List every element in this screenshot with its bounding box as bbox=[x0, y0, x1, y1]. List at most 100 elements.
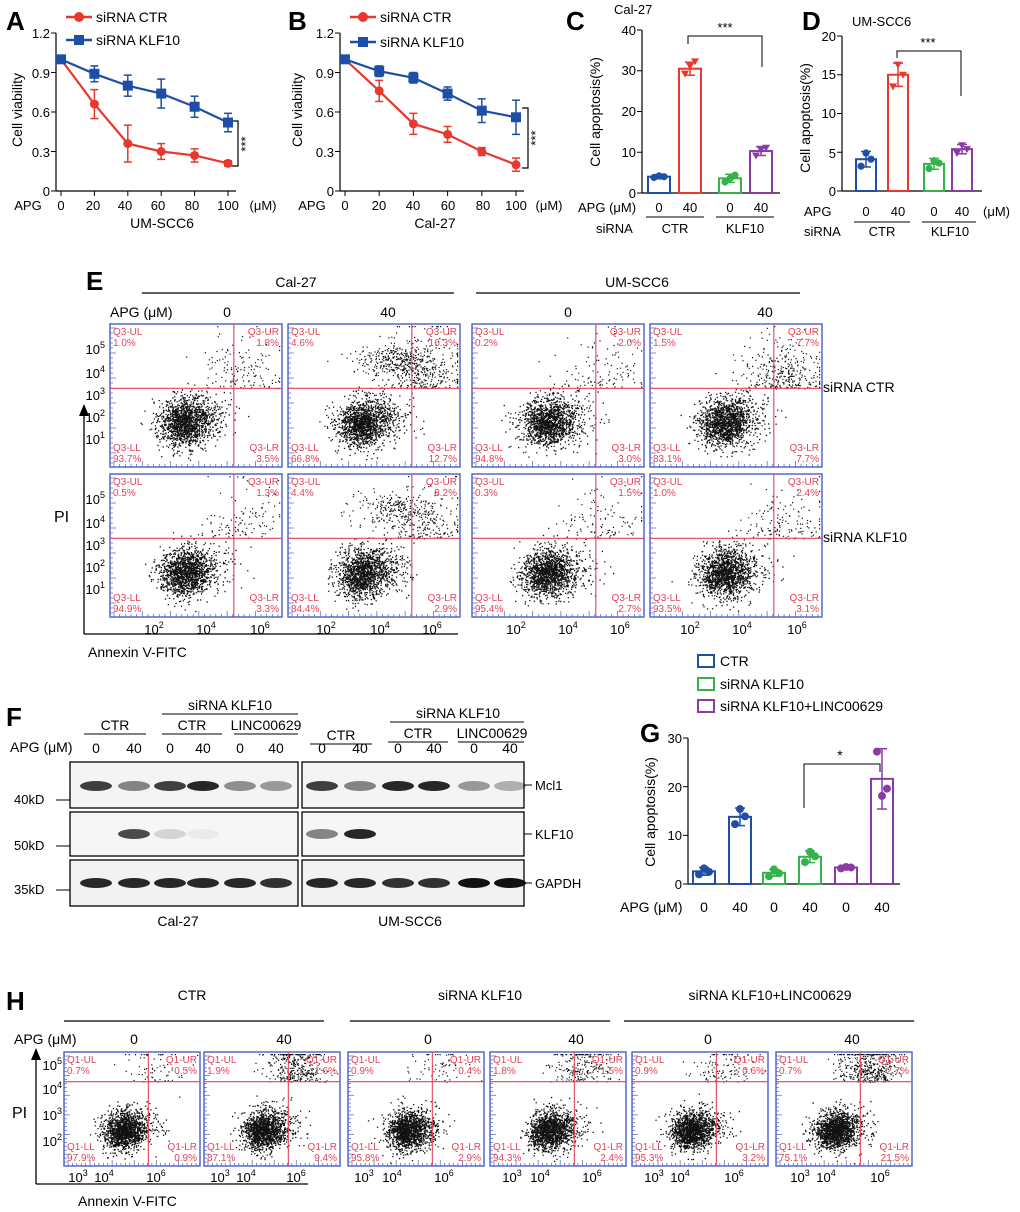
panel-b-point bbox=[476, 105, 487, 116]
flow-quadrant-value: 3.3% bbox=[256, 604, 279, 615]
panel-f-cell-line: UM-SCC6 bbox=[378, 913, 442, 929]
flow-quadrant-name: Q3-LR bbox=[250, 593, 279, 604]
panel-b-cell-line: Cal-27 bbox=[414, 215, 455, 231]
blot-band-klf10 bbox=[154, 829, 186, 839]
panel-b: siRNA CTR siRNA KLF10 Cell viability 0 0… bbox=[289, 9, 562, 231]
panel-a-point bbox=[156, 147, 166, 156]
panel-d-datapoint bbox=[889, 83, 897, 91]
flow-quadrant-value: 2.9% bbox=[434, 604, 457, 615]
flow-quadrant-value: 0.4% bbox=[458, 1066, 481, 1077]
panel-g-ytick: 20 bbox=[668, 780, 682, 795]
panel-c-group-label: KLF10 bbox=[726, 221, 764, 236]
panel-g-datapoint bbox=[847, 863, 855, 872]
panel-f-lane: 40 bbox=[352, 740, 368, 756]
panel-a-ytick: 0 bbox=[43, 184, 50, 199]
flow-quadrant-value: 95.8% bbox=[351, 1153, 379, 1164]
flow-plot-events bbox=[655, 1054, 767, 1161]
panel-g-sig-bracket bbox=[803, 763, 881, 808]
panel-e-ytick-base: 104 bbox=[86, 364, 105, 381]
panel-letter-h: H bbox=[6, 986, 25, 1016]
panel-f-lane: 0 bbox=[236, 740, 244, 756]
flow-quadrant-value: 0.9% bbox=[174, 1153, 197, 1164]
panel-b-point bbox=[340, 54, 350, 65]
panel-e-ytick-base: 104 bbox=[86, 514, 105, 531]
flow-quadrant-value: 1.8% bbox=[256, 338, 279, 349]
flow-quadrant-name: Q3-LR bbox=[428, 443, 457, 454]
panel-a: siRNA CTR siRNA KLF10 Cell viability 0 0… bbox=[9, 9, 276, 231]
flow-plot-events bbox=[327, 476, 459, 612]
panel-h-apg-values: 0 40 0 40 0 40 bbox=[130, 1031, 860, 1047]
panel-a-cell-line: UM-SCC6 bbox=[130, 215, 194, 231]
panel-a-ylabel: Cell viability bbox=[9, 73, 25, 147]
panel-c-datapoint bbox=[691, 58, 699, 66]
panel-g-apg-value: 40 bbox=[732, 899, 748, 915]
panel-b-ytick: 0.9 bbox=[316, 66, 334, 81]
panel-d-ytick: 20 bbox=[822, 29, 836, 44]
flow-quadrant-value: 94.8% bbox=[475, 454, 503, 465]
panel-c-ytick: 40 bbox=[622, 23, 636, 38]
flow-plot-events bbox=[230, 1054, 339, 1161]
flow-quadrant-value: 75.1% bbox=[779, 1153, 807, 1164]
panel-g-ytick: 0 bbox=[675, 877, 682, 892]
panel-b-sig-bracket bbox=[522, 107, 529, 169]
panel-d-ytick: 15 bbox=[822, 67, 836, 82]
flow-quadrant-name: Q1-UL bbox=[67, 1055, 97, 1066]
panel-b-legend-klf10: siRNA KLF10 bbox=[380, 34, 464, 50]
panel-e-xticks: 102 104 106 102 104 106 102 104 106 102 … bbox=[144, 620, 806, 637]
panel-g-ytick: 30 bbox=[668, 731, 682, 746]
panel-f-protein: KLF10 bbox=[535, 827, 573, 842]
panel-e-apg-label: APG (μM) bbox=[110, 304, 173, 320]
flow-quadrant-name: Q1-UL bbox=[493, 1055, 523, 1066]
flow-plot-frame bbox=[649, 473, 823, 618]
panel-b-xprefix: APG bbox=[298, 198, 325, 213]
panel-b-yticks: 0 0.3 0.6 0.9 1.2 bbox=[316, 26, 334, 199]
flow-quadrant-value: 9.4% bbox=[314, 1153, 337, 1164]
blot-band-mcl1 bbox=[118, 781, 150, 791]
flow-quadrant-name: Q1-UR bbox=[734, 1055, 765, 1066]
panel-e: Cal-27 UM-SCC6 APG (μM) 0 40 0 40 siRNA … bbox=[54, 274, 907, 660]
panel-h-y-label: PI bbox=[12, 1105, 27, 1122]
panel-a-ytick: 0.9 bbox=[32, 66, 50, 81]
panel-a-point bbox=[223, 158, 233, 168]
panel-f-lane: 0 bbox=[394, 740, 402, 756]
panel-d-datapoint bbox=[935, 159, 943, 167]
panel-c: Cal-27 Cell apoptosis(%) 0 10 20 30 40 *… bbox=[578, 2, 774, 236]
panel-a-xunit: (μM) bbox=[250, 198, 277, 213]
panel-e-apg-value: 0 bbox=[564, 304, 572, 320]
panel-h-xtick: 106 bbox=[286, 1168, 305, 1185]
flow-quadrant-name: Q3-LL bbox=[653, 443, 681, 454]
panel-g-apg-value: 0 bbox=[842, 899, 850, 915]
flow-plot-events bbox=[520, 1054, 620, 1163]
panel-h-flow-plots: Q1-UL0.7%Q1-UR0.5%Q1-LL97.9%Q1-LR0.9%Q1-… bbox=[63, 1051, 913, 1167]
panel-f-lane: 0 bbox=[92, 740, 100, 756]
flow-quadrant-value: 0.5% bbox=[113, 488, 136, 499]
panel-b-xtick: 20 bbox=[372, 198, 386, 213]
panel-d-sig-bracket bbox=[896, 50, 962, 96]
flow-quadrant-name: Q3-UL bbox=[475, 477, 505, 488]
flow-plot-frame bbox=[287, 473, 461, 618]
blot-band-gapdh bbox=[382, 878, 414, 888]
panel-a-point bbox=[123, 139, 133, 149]
panel-f-lane: 40 bbox=[195, 740, 211, 756]
blot-band-gapdh bbox=[187, 878, 219, 888]
flow-quadrant-value: 83.1% bbox=[653, 454, 681, 465]
panel-e-x-label: Annexin V-FITC bbox=[88, 644, 187, 660]
flow-quadrant-name: Q3-LL bbox=[291, 593, 319, 604]
panel-d-apg-value: 40 bbox=[955, 204, 969, 219]
flow-quadrant-value: 8.2% bbox=[434, 488, 457, 499]
flow-quadrant-name: Q3-LR bbox=[612, 443, 641, 454]
panel-c-ytick: 30 bbox=[622, 63, 636, 78]
flow-quadrant-name: Q3-LR bbox=[250, 443, 279, 454]
blot-band-mcl1 bbox=[154, 781, 186, 791]
flow-quadrant-value: 3.5% bbox=[256, 454, 279, 465]
flow-plot-frame bbox=[63, 1051, 201, 1167]
panel-d-datapoint bbox=[958, 142, 966, 150]
panel-h-yticks: 105 104 103 102 bbox=[43, 1056, 62, 1149]
panel-g-apg-value: 0 bbox=[770, 899, 778, 915]
panel-h-group-label: siRNA KLF10 bbox=[438, 987, 522, 1003]
flow-quadrant-value: 0.7% bbox=[67, 1066, 90, 1077]
